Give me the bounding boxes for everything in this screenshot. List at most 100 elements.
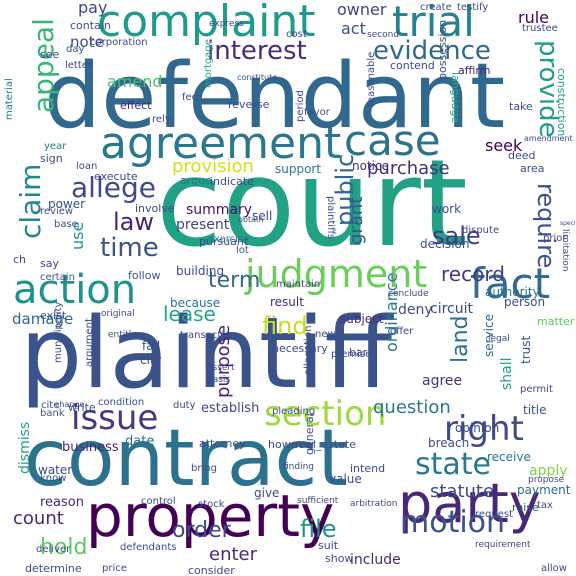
word-bar: bar: [349, 346, 368, 359]
word-original: original: [101, 309, 135, 319]
word-circuit: circuit: [430, 301, 473, 317]
word-court: court: [156, 135, 468, 274]
word-affirm: affirm: [458, 64, 491, 77]
word-effect: effect: [120, 99, 152, 112]
word-contract: contract: [24, 414, 348, 504]
word-shall: shall: [499, 357, 515, 390]
word-payment: payment: [517, 483, 571, 497]
word-base: base: [54, 219, 78, 230]
word-basis: basis: [207, 375, 231, 385]
word-new: new: [315, 329, 336, 340]
word-constitute: constitute: [237, 73, 278, 82]
word-damage: damage: [12, 310, 74, 328]
word-real-estate: real_estate: [295, 438, 356, 451]
word-argue: argue: [180, 174, 212, 187]
word-date: date: [125, 434, 155, 449]
word-notice: notice: [352, 159, 389, 173]
word-subject: subject: [340, 312, 384, 326]
word-fail: fail: [142, 339, 161, 353]
word-however: however: [268, 438, 316, 451]
word-year: year: [44, 141, 67, 152]
word-land: land: [448, 315, 473, 363]
word-cite: cite: [41, 400, 60, 411]
word-find: find: [262, 312, 308, 340]
word-second: second: [367, 30, 400, 40]
word-owner: owner: [337, 0, 387, 19]
word-deed: deed: [508, 149, 536, 162]
word-term: term: [208, 268, 261, 293]
word-note: note: [70, 33, 104, 51]
word-law: law: [113, 208, 155, 236]
word-transaction: transaction: [180, 330, 237, 341]
word-act: act: [341, 19, 366, 38]
word-exist: exist: [40, 309, 67, 322]
word-grant: grant: [346, 196, 367, 245]
word-lot: lot: [236, 245, 249, 256]
word-dispute: dispute: [462, 225, 500, 236]
word-pursuant: pursuant: [199, 235, 249, 248]
word-control: control: [141, 496, 176, 507]
word-sell: sell: [252, 209, 273, 223]
word-statute: statute: [430, 481, 495, 502]
word-request: request: [475, 509, 514, 520]
word-dismiss: dismiss: [17, 421, 33, 474]
word-pay: pay: [78, 0, 108, 17]
word-title: title: [523, 403, 547, 417]
word-bring: bring: [191, 463, 217, 474]
word-authority: authority: [485, 285, 540, 299]
word-decision: decision: [420, 237, 470, 251]
word-pleading: pleading: [272, 406, 316, 417]
word-support: support: [275, 162, 322, 176]
word-claim: claim: [14, 163, 47, 239]
word-construction: construction: [555, 68, 568, 137]
word-suit: suit: [318, 539, 339, 552]
word-opinion: opinion: [455, 421, 500, 435]
word-take: take: [509, 100, 533, 113]
word-building: building: [176, 264, 225, 278]
word-require: require: [532, 183, 560, 269]
word-legal: legal: [488, 334, 510, 344]
word-file: file: [300, 515, 337, 543]
word-say: say: [40, 257, 59, 270]
word-day: day: [66, 44, 85, 55]
word-work: work: [432, 202, 462, 216]
word-letter: letter: [65, 60, 93, 71]
word-finding: finding: [283, 462, 315, 472]
word-premise: premise: [331, 349, 372, 360]
word-obtain: obtain: [238, 215, 264, 224]
word-maintain: maintain: [276, 279, 321, 290]
word-cost: cost: [286, 29, 307, 40]
word-result: result: [270, 295, 304, 309]
word-trial: trial: [392, 0, 475, 46]
word-permit: permit: [520, 384, 553, 395]
word-exercise: exercise: [208, 234, 250, 245]
word-include: include: [350, 552, 401, 568]
word-offer: offer: [390, 326, 414, 337]
word-contain: contain: [70, 19, 111, 32]
word-involve: involve: [135, 202, 175, 215]
word-enter: enter: [209, 544, 258, 565]
word-loan: loan: [76, 161, 98, 172]
word-trustee: trustee: [522, 23, 558, 34]
word-prior: prior: [543, 233, 567, 244]
word-deny: deny: [398, 302, 433, 318]
word-specific: specific: [560, 220, 576, 227]
word-count: count: [13, 508, 64, 529]
word-state: state: [415, 447, 491, 482]
word-appeal: appeal: [27, 18, 60, 113]
word-receive: receive: [487, 450, 531, 464]
word-create: create: [420, 2, 452, 13]
word-judgment: judgment: [245, 252, 428, 296]
word-rely: rely: [152, 114, 171, 125]
word-present: present: [176, 217, 230, 233]
word-right: right: [444, 409, 524, 449]
word-municipality: municipality: [53, 301, 64, 363]
word-provision: provision: [172, 156, 254, 177]
word-fee: fee: [182, 92, 198, 103]
word-sufficient: sufficient: [297, 496, 339, 506]
word-water: water: [38, 463, 73, 477]
word-general: general: [303, 413, 316, 455]
word-conclude: conclude: [388, 289, 429, 299]
word-evidence: evidence: [373, 36, 491, 66]
word-attorney: attorney: [199, 437, 246, 450]
